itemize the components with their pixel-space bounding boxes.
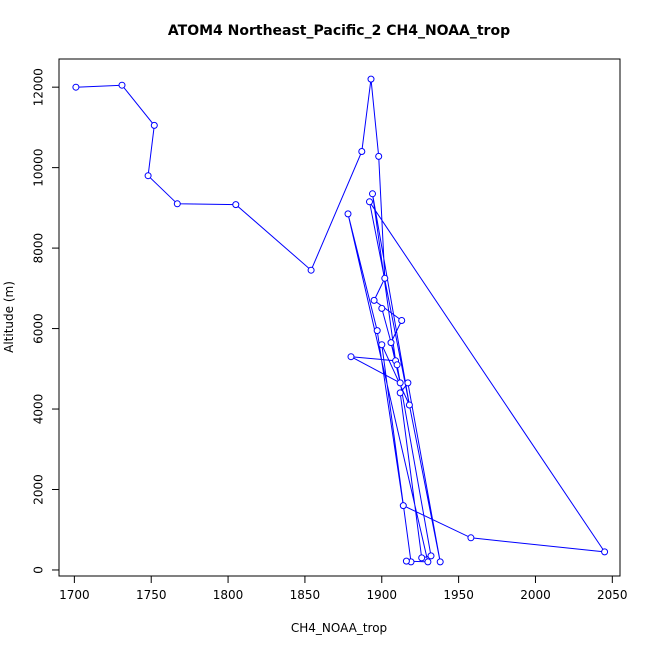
- x-tick-label: 1850: [290, 588, 321, 602]
- data-point: [601, 548, 609, 556]
- y-tick-label: 4000: [32, 394, 46, 425]
- data-point: [370, 296, 378, 304]
- data-point: [398, 317, 406, 324]
- data-point: [232, 201, 240, 209]
- y-axis-label: Altitude (m): [2, 281, 16, 353]
- data-point: [436, 558, 444, 566]
- x-axis-label: CH4_NOAA_trop: [291, 621, 387, 635]
- data-point: [150, 121, 158, 129]
- data-point: [427, 552, 435, 560]
- data-point: [405, 401, 413, 409]
- x-tick-label: 2000: [520, 588, 551, 602]
- data-point: [369, 190, 376, 198]
- data-point: [393, 361, 401, 369]
- x-tick-label: 1950: [443, 588, 474, 602]
- data-point: [418, 554, 426, 562]
- y-axis: 0 2000 4000 6000 8000 10000 12000: [32, 68, 60, 574]
- data-point: [404, 379, 412, 387]
- y-tick-label: 2000: [32, 474, 46, 505]
- data-point: [467, 534, 475, 542]
- data-point: [378, 304, 386, 312]
- data-point: [347, 353, 355, 361]
- data-point: [344, 210, 352, 218]
- y-tick-label: 8000: [32, 233, 46, 264]
- data-point: [118, 81, 126, 89]
- data-point: [173, 200, 181, 208]
- series-lines: [75, 79, 606, 563]
- chart-title: ATOM4 Northeast_Pacific_2 CH4_NOAA_trop: [168, 23, 510, 39]
- data-point: [72, 83, 80, 91]
- y-tick-label: 10000: [32, 149, 46, 187]
- plot-frame: [58, 58, 621, 577]
- y-tick-label: 0: [32, 566, 46, 574]
- x-tick-label: 1700: [59, 588, 90, 602]
- series-line: [75, 79, 606, 563]
- data-point: [358, 148, 366, 155]
- x-tick-label: 1800: [213, 588, 244, 602]
- data-point: [396, 379, 404, 387]
- data-point: [381, 274, 389, 282]
- data-point: [144, 172, 152, 180]
- data-point: [424, 558, 432, 566]
- data-point: [378, 341, 386, 349]
- data-point: [402, 557, 410, 565]
- x-tick-label: 1900: [366, 588, 397, 602]
- series-points: [72, 75, 609, 566]
- x-axis: 1700 1750 1800 1850 1900 1950 2000 2050: [59, 575, 628, 602]
- data-point: [375, 152, 383, 160]
- x-tick-label: 2050: [597, 588, 628, 602]
- data-point: [367, 75, 375, 83]
- data-point: [399, 502, 407, 510]
- data-point: [387, 339, 395, 347]
- y-tick-label: 6000: [32, 313, 46, 344]
- data-point: [396, 389, 404, 397]
- data-point: [307, 266, 315, 274]
- data-point: [366, 198, 373, 206]
- data-point: [373, 327, 381, 335]
- y-tick-label: 12000: [32, 68, 46, 106]
- x-tick-label: 1750: [136, 588, 167, 602]
